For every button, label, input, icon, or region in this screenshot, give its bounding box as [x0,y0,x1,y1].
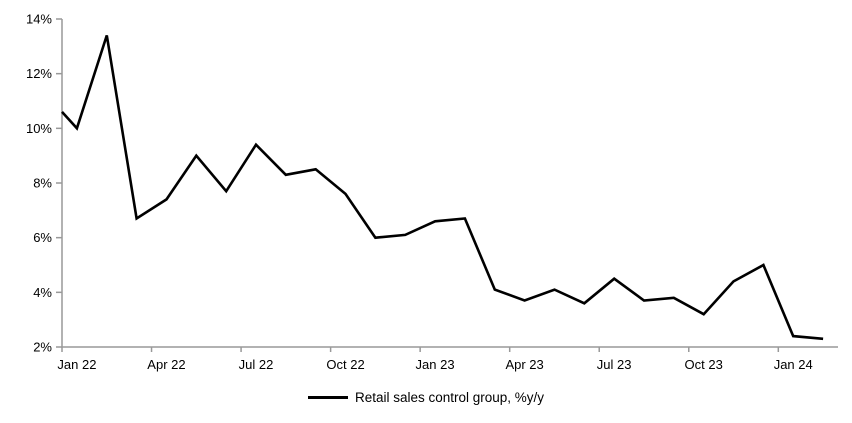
y-axis-label: 2% [33,340,52,355]
x-axis-label: Oct 23 [685,357,723,372]
legend: Retail sales control group, %y/y [0,390,852,405]
y-axis-label: 14% [26,12,52,27]
x-axis-label: Jan 24 [774,357,813,372]
x-axis-label: Jul 22 [239,357,274,372]
y-axis-label: 12% [26,66,52,81]
y-axis-label: 4% [33,285,52,300]
x-axis-label: Jan 22 [57,357,96,372]
x-axis-label: Jan 23 [416,357,455,372]
y-axis-label: 10% [26,121,52,136]
data-line [61,35,824,341]
x-axis-label: Jul 23 [597,357,632,372]
x-axis-label: Apr 22 [147,357,185,372]
y-axis-label: 6% [33,230,52,245]
x-axis-label: Oct 22 [326,357,364,372]
legend-label: Retail sales control group, %y/y [354,390,545,405]
x-axis-label: Apr 23 [505,357,543,372]
legend-line-swatch [307,396,348,399]
y-axis-label: 8% [33,176,52,191]
